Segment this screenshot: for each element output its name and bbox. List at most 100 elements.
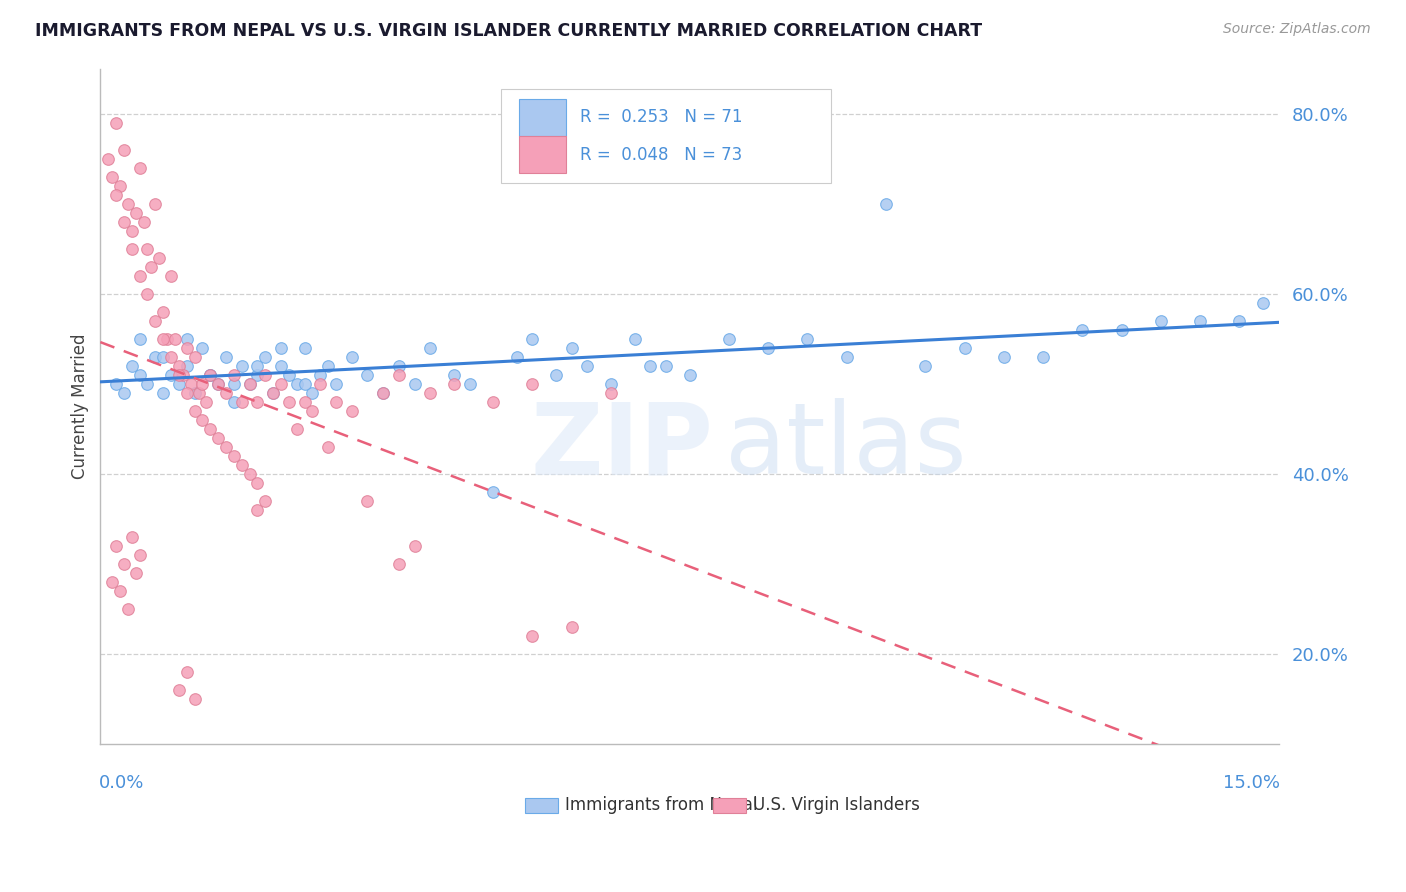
Point: [678, 368, 700, 382]
Point: [176, 332, 198, 346]
Point: [200, 422, 222, 436]
Point: [458, 376, 481, 391]
Point: [101, 169, 124, 184]
Point: [176, 665, 198, 679]
Point: [143, 313, 166, 327]
Point: [183, 691, 205, 706]
Point: [340, 350, 363, 364]
Point: [121, 242, 143, 256]
Text: R =  0.048   N = 73: R = 0.048 N = 73: [579, 145, 742, 163]
Point: [125, 205, 148, 219]
Point: [200, 368, 222, 382]
Point: [136, 242, 159, 256]
Point: [270, 359, 292, 373]
Point: [183, 403, 205, 417]
Point: [167, 359, 190, 373]
Point: [717, 332, 740, 346]
Text: R =  0.253   N = 71: R = 0.253 N = 71: [579, 109, 742, 127]
Point: [148, 251, 170, 265]
Point: [309, 376, 332, 391]
FancyBboxPatch shape: [524, 797, 558, 813]
Point: [404, 539, 426, 553]
Point: [254, 368, 277, 382]
Point: [953, 341, 976, 355]
Point: [128, 161, 150, 175]
Point: [200, 368, 222, 382]
Point: [152, 385, 174, 400]
Point: [600, 385, 623, 400]
Point: [309, 368, 332, 382]
Point: [270, 341, 292, 355]
Point: [294, 341, 316, 355]
Point: [623, 332, 645, 346]
Point: [756, 341, 779, 355]
Point: [105, 376, 128, 391]
Point: [231, 359, 253, 373]
Point: [254, 350, 277, 364]
Point: [316, 440, 339, 454]
FancyBboxPatch shape: [519, 99, 565, 136]
Point: [207, 431, 229, 445]
Point: [191, 412, 214, 426]
Point: [195, 394, 218, 409]
Point: [285, 376, 308, 391]
Point: [167, 376, 190, 391]
Text: Source: ZipAtlas.com: Source: ZipAtlas.com: [1223, 22, 1371, 37]
Point: [117, 196, 139, 211]
Point: [1229, 313, 1251, 327]
Point: [121, 359, 143, 373]
Point: [325, 394, 347, 409]
Point: [638, 359, 661, 373]
Point: [294, 394, 316, 409]
Y-axis label: Currently Married: Currently Married: [72, 334, 89, 479]
Point: [835, 350, 858, 364]
Point: [443, 368, 465, 382]
Point: [443, 376, 465, 391]
Point: [404, 376, 426, 391]
Point: [108, 583, 131, 598]
Text: U.S. Virgin Islanders: U.S. Virgin Islanders: [754, 796, 920, 814]
Point: [239, 467, 262, 481]
Point: [215, 440, 238, 454]
Point: [176, 385, 198, 400]
Point: [600, 376, 623, 391]
Point: [301, 385, 323, 400]
Point: [522, 629, 544, 643]
Point: [561, 620, 583, 634]
Point: [239, 376, 262, 391]
Point: [277, 368, 299, 382]
Point: [160, 350, 183, 364]
Point: [222, 368, 245, 382]
Point: [914, 359, 936, 373]
Point: [246, 475, 269, 490]
Point: [97, 152, 120, 166]
Point: [183, 350, 205, 364]
Point: [561, 341, 583, 355]
Point: [262, 385, 284, 400]
Text: 0.0%: 0.0%: [100, 774, 145, 792]
Point: [112, 557, 135, 571]
Point: [215, 385, 238, 400]
Point: [254, 493, 277, 508]
Point: [143, 350, 166, 364]
Point: [325, 376, 347, 391]
Point: [128, 548, 150, 562]
Point: [207, 376, 229, 391]
Point: [128, 332, 150, 346]
Point: [172, 368, 194, 382]
Point: [796, 332, 818, 346]
Point: [176, 341, 198, 355]
Point: [160, 368, 183, 382]
Point: [108, 178, 131, 193]
Point: [419, 341, 441, 355]
Text: 15.0%: 15.0%: [1223, 774, 1279, 792]
Point: [180, 376, 202, 391]
Point: [285, 422, 308, 436]
Point: [231, 458, 253, 472]
Point: [121, 530, 143, 544]
Point: [1071, 323, 1094, 337]
Point: [522, 332, 544, 346]
Point: [163, 332, 186, 346]
Point: [117, 601, 139, 615]
Point: [222, 376, 245, 391]
